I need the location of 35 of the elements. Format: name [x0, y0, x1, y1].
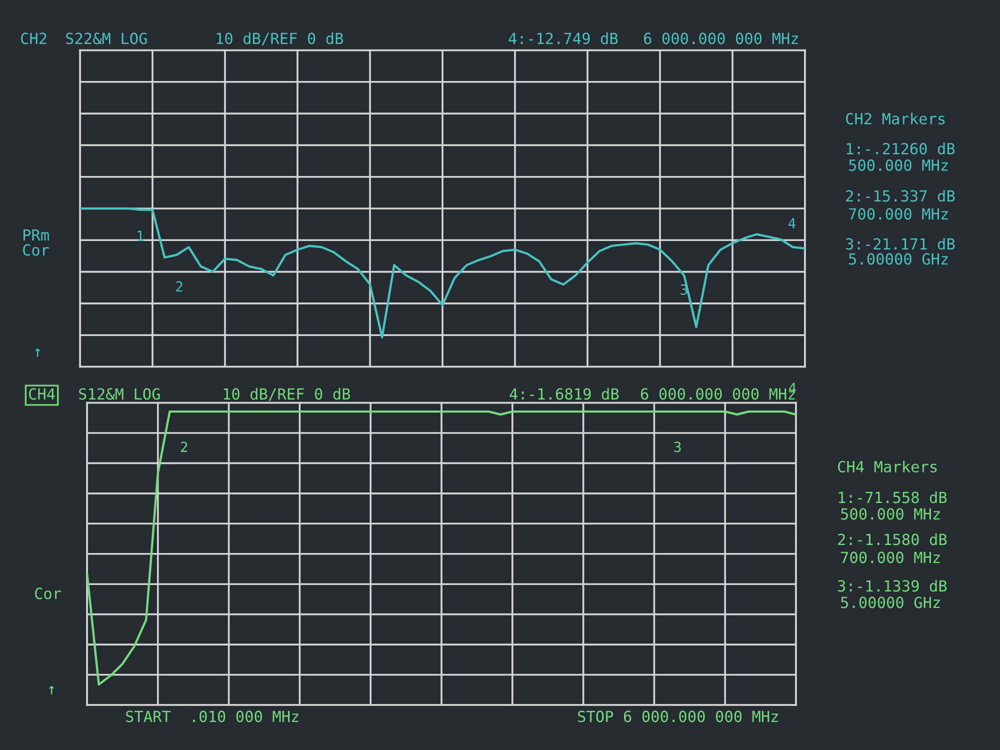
- text: ↑: [49, 686, 54, 694]
- chart-title: CH4: [29, 388, 55, 400]
- annotation: 4: [788, 218, 796, 228]
- text: 10 dB/REF 0 dB: [224, 388, 350, 401]
- text: CH2 Markers: [846, 112, 945, 124]
- text: 6 000.000 000 MHz: [644, 32, 798, 44]
- text: 2:-1.1580 dB: [838, 533, 947, 546]
- annotation: 1: [138, 230, 144, 241]
- text: 5.00000 GHz: [841, 596, 940, 608]
- text: Cor: [35, 588, 62, 600]
- text: 4:-1.6819 dB: [510, 388, 619, 400]
- annotation: 2: [176, 281, 182, 292]
- chart-subtitle: S22&M LOG: [66, 32, 147, 44]
- text: 10 dB/REF 0 dB: [216, 32, 344, 46]
- text: 700.000 MHz: [841, 552, 940, 564]
- text: START .010 000 MHz: [126, 710, 298, 722]
- text: CH4 Markers: [838, 460, 937, 472]
- text: 700.000 MHz: [849, 208, 948, 220]
- text: 1:-71.558 dB: [838, 491, 947, 504]
- text: Cor: [23, 244, 50, 256]
- text: 1:-.21260 dB: [846, 142, 955, 154]
- text: 500.000 MHz: [841, 508, 940, 520]
- text: 2:-15.337 dB: [846, 190, 955, 202]
- text: ↑: [35, 348, 40, 357]
- text: 3:-1.1339 dB: [838, 580, 947, 592]
- chart-subtitle: S12&M LOG: [79, 388, 160, 400]
- annotation: 3: [674, 442, 681, 452]
- annotation: 2: [180, 442, 188, 452]
- text: 4:-12.749 dB: [508, 32, 618, 44]
- text: STOP 6 000.000 000 MHz: [578, 710, 778, 722]
- text: 500.000 MHz: [849, 159, 948, 171]
- chart-title: CH2: [21, 32, 46, 44]
- text: PRm: [23, 229, 49, 241]
- text: 3:-21.171 dB: [846, 238, 955, 250]
- text: 5.00000 GHz: [849, 253, 948, 265]
